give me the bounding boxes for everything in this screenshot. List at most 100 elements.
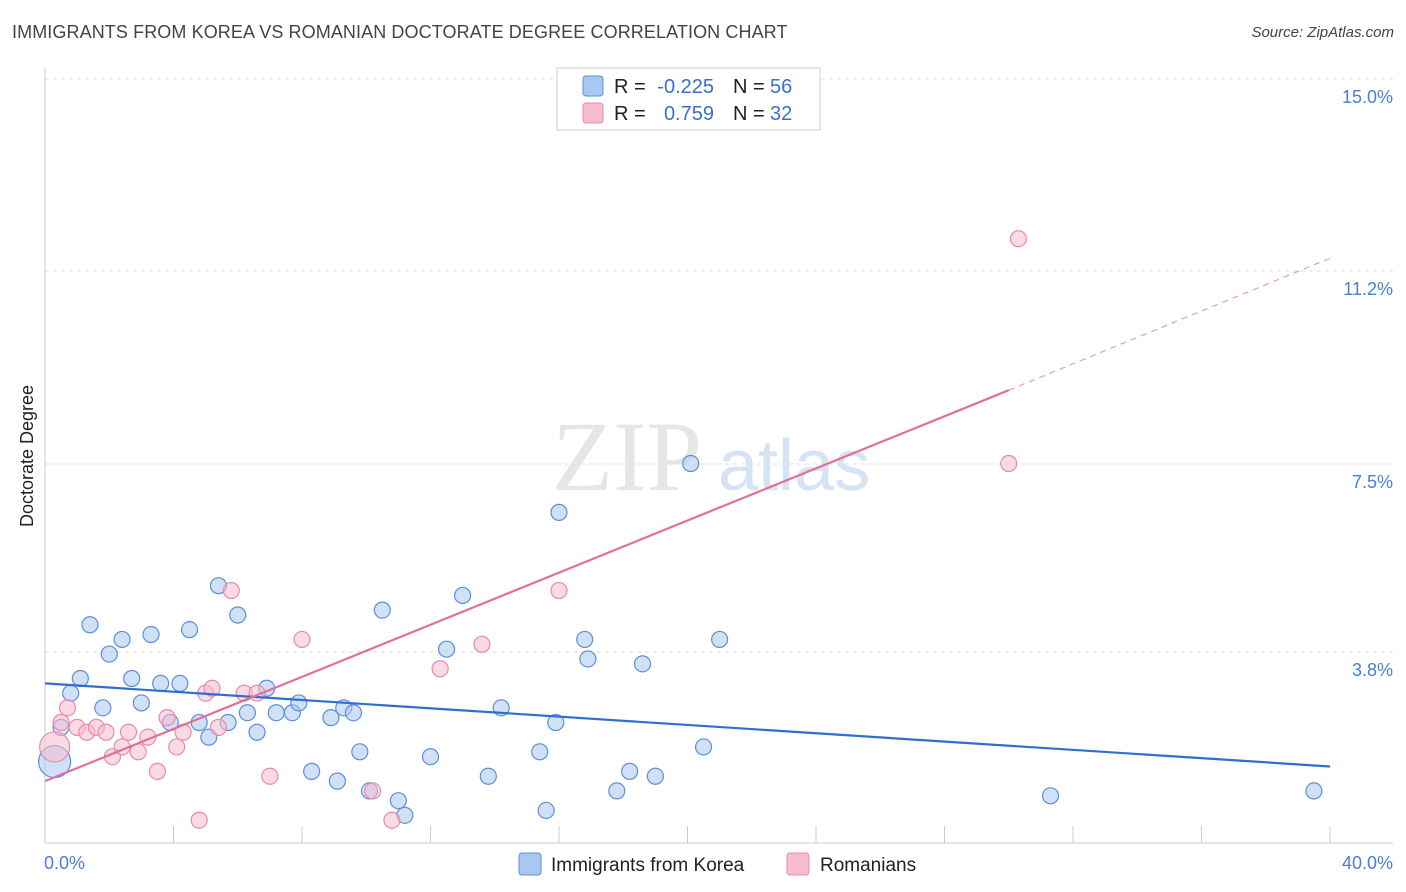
korea-point bbox=[479, 767, 497, 785]
y-tick-labels: 3.8% 7.5% 11.2% 15.0% bbox=[1342, 87, 1393, 680]
korea-point bbox=[290, 694, 308, 712]
romania-point bbox=[1009, 230, 1027, 248]
korea-point bbox=[81, 616, 99, 634]
top-legend: R = -0.225 N = 56 R = 0.759 N = 32 bbox=[556, 67, 821, 131]
legend-korea-n-label: N = bbox=[733, 76, 770, 98]
korea-point bbox=[100, 645, 118, 663]
korea-trend-line bbox=[44, 682, 1331, 768]
korea-point bbox=[344, 704, 362, 722]
korea-point bbox=[267, 704, 285, 722]
bottom-legend-romania-label: Romanians bbox=[820, 855, 916, 876]
romania-point bbox=[473, 635, 491, 653]
romania-point bbox=[261, 767, 279, 785]
korea-point bbox=[711, 630, 729, 649]
romania-point bbox=[168, 738, 186, 756]
y-tick-label: 15.0% bbox=[1342, 87, 1393, 107]
y-tick-label: 7.5% bbox=[1352, 472, 1393, 492]
korea-point bbox=[132, 694, 150, 712]
romania-trend-extension bbox=[1008, 257, 1331, 391]
korea-point bbox=[389, 792, 407, 810]
korea-point bbox=[1305, 782, 1323, 800]
korea-point bbox=[646, 767, 664, 785]
korea-point bbox=[303, 762, 321, 780]
bottom-legend-romania-swatch bbox=[786, 852, 810, 876]
romania-point bbox=[203, 679, 221, 697]
korea-point bbox=[437, 640, 456, 658]
korea-point bbox=[322, 709, 340, 727]
korea-point bbox=[621, 762, 639, 780]
korea-point bbox=[142, 625, 160, 644]
korea-point bbox=[547, 713, 565, 732]
korea-point bbox=[1041, 787, 1060, 805]
legend-romania-n-label: N = bbox=[733, 103, 770, 125]
legend-korea-r-label: R = bbox=[614, 76, 651, 98]
axes bbox=[44, 68, 1393, 844]
legend-romania-swatch bbox=[582, 102, 604, 124]
legend-romania-r-label: R = bbox=[614, 103, 651, 125]
bottom-legend-korea-label: Immigrants from Korea bbox=[551, 855, 745, 876]
bottom-legend-korea-swatch bbox=[518, 852, 542, 876]
romania-point bbox=[58, 699, 77, 717]
chart-source: Source: ZipAtlas.com bbox=[1251, 24, 1394, 41]
korea-point bbox=[238, 704, 256, 722]
romania-point bbox=[119, 723, 138, 741]
romania-point bbox=[158, 709, 176, 727]
korea-point bbox=[694, 738, 713, 756]
gridlines bbox=[45, 78, 1393, 653]
korea-point bbox=[62, 684, 80, 702]
korea-point bbox=[633, 655, 652, 673]
korea-point bbox=[152, 674, 170, 693]
romania-points bbox=[39, 230, 1027, 829]
korea-point bbox=[113, 630, 131, 649]
chart-title: IMMIGRANTS FROM KOREA VS ROMANIAN DOCTOR… bbox=[12, 22, 788, 42]
korea-point bbox=[248, 723, 266, 741]
korea-point bbox=[94, 699, 112, 717]
y-axis-label: Doctorate Degree bbox=[17, 385, 37, 527]
romania-point bbox=[431, 660, 449, 678]
x-tick-label-max: 40.0% bbox=[1342, 853, 1393, 873]
romania-point bbox=[39, 731, 71, 763]
romania-point bbox=[97, 723, 115, 741]
romania-point bbox=[222, 581, 240, 600]
legend-korea-n-value: 56 bbox=[770, 76, 792, 98]
x-ticks bbox=[44, 826, 1331, 843]
korea-point bbox=[421, 748, 440, 766]
legend-romania-r-value: 0.759 bbox=[664, 103, 714, 125]
watermark-atlas: atlas bbox=[718, 426, 870, 506]
trend-lines bbox=[44, 257, 1331, 783]
y-tick-label: 3.8% bbox=[1352, 660, 1393, 680]
y-tick-label: 11.2% bbox=[1343, 279, 1393, 299]
korea-point bbox=[229, 606, 247, 624]
korea-point bbox=[71, 669, 89, 688]
korea-point bbox=[579, 650, 597, 668]
romania-point bbox=[383, 811, 401, 829]
korea-point bbox=[537, 801, 555, 820]
korea-point bbox=[531, 743, 549, 761]
romania-point bbox=[293, 630, 311, 649]
legend-korea-r-value: -0.225 bbox=[657, 76, 714, 98]
korea-point bbox=[171, 674, 189, 693]
legend-romania-n-value: 32 bbox=[770, 103, 792, 125]
romania-point bbox=[364, 782, 382, 800]
bottom-legend: Immigrants from Korea Romanians bbox=[518, 852, 916, 876]
korea-point bbox=[351, 743, 369, 761]
x-tick-label-min: 0.0% bbox=[44, 853, 85, 873]
korea-point bbox=[373, 601, 391, 619]
legend-korea-swatch bbox=[582, 75, 604, 97]
romania-point bbox=[1000, 454, 1018, 473]
romania-point bbox=[148, 762, 167, 780]
romania-point bbox=[52, 713, 70, 732]
korea-point bbox=[454, 586, 472, 605]
korea-point bbox=[550, 503, 568, 521]
korea-point bbox=[123, 669, 141, 688]
romania-point bbox=[190, 811, 208, 829]
korea-point bbox=[328, 772, 346, 790]
romania-point bbox=[209, 718, 228, 736]
korea-point bbox=[682, 454, 700, 473]
korea-point bbox=[180, 621, 199, 639]
romania-trend-line bbox=[44, 389, 1010, 783]
watermark-zip: ZIP bbox=[552, 401, 702, 512]
korea-point bbox=[608, 782, 626, 800]
korea-point bbox=[576, 630, 594, 649]
